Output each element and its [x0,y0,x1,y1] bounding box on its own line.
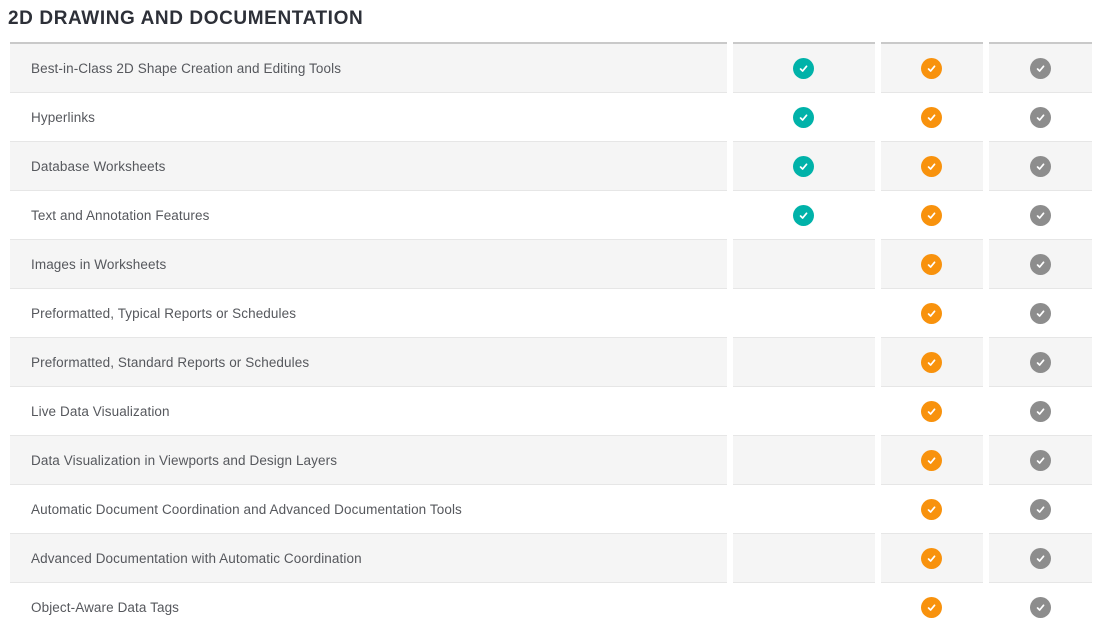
availability-cell [732,289,876,338]
check-icon [921,596,943,618]
table-row: Preformatted, Standard Reports or Schedu… [10,338,1092,387]
table-row: Database Worksheets [10,142,1092,191]
check-icon [921,498,943,520]
check-icon [1029,400,1051,422]
availability-cell [732,42,876,93]
check-icon [1029,155,1051,177]
availability-cell [988,289,1092,338]
check-icon [1029,351,1051,373]
check-icon [921,449,943,471]
check-icon [1029,57,1051,79]
check-icon [921,302,943,324]
check-icon [793,204,815,226]
check-icon [1029,204,1051,226]
feature-name: Preformatted, Standard Reports or Schedu… [10,338,727,387]
feature-name: Live Data Visualization [10,387,727,436]
availability-cell [988,191,1092,240]
check-icon [921,547,943,569]
feature-name: Preformatted, Typical Reports or Schedul… [10,289,727,338]
feature-name: Text and Annotation Features [10,191,727,240]
feature-name: Automatic Document Coordination and Adva… [10,485,727,534]
availability-cell [732,387,876,436]
check-icon [921,57,943,79]
availability-cell [732,338,876,387]
availability-cell [881,42,983,93]
availability-cell [881,191,983,240]
availability-cell [732,93,876,142]
availability-cell [881,338,983,387]
feature-name: Images in Worksheets [10,240,727,289]
check-icon [1029,498,1051,520]
check-icon [1029,302,1051,324]
check-icon [1029,596,1051,618]
table-row: Automatic Document Coordination and Adva… [10,485,1092,534]
availability-cell [988,387,1092,436]
table-row: Data Visualization in Viewports and Desi… [10,436,1092,485]
section-title: 2D DRAWING AND DOCUMENTATION [8,8,364,29]
table-row: Best-in-Class 2D Shape Creation and Edit… [10,42,1092,93]
availability-cell [988,142,1092,191]
availability-cell [988,93,1092,142]
availability-cell [881,583,983,629]
table-row: Live Data Visualization [10,387,1092,436]
table-row: Preformatted, Typical Reports or Schedul… [10,289,1092,338]
availability-cell [732,583,876,629]
check-icon [921,351,943,373]
feature-comparison-table: Best-in-Class 2D Shape Creation and Edit… [4,42,1098,629]
feature-name: Best-in-Class 2D Shape Creation and Edit… [10,42,727,93]
availability-cell [988,534,1092,583]
availability-cell [988,240,1092,289]
feature-name: Advanced Documentation with Automatic Co… [10,534,727,583]
feature-name: Database Worksheets [10,142,727,191]
availability-cell [881,485,983,534]
availability-cell [988,436,1092,485]
availability-cell [988,583,1092,629]
availability-cell [732,142,876,191]
feature-name: Object-Aware Data Tags [10,583,727,629]
check-icon [921,253,943,275]
availability-cell [881,142,983,191]
check-icon [1029,106,1051,128]
availability-cell [988,338,1092,387]
availability-cell [881,387,983,436]
availability-cell [732,191,876,240]
availability-cell [732,436,876,485]
availability-cell [988,42,1092,93]
table-row: Advanced Documentation with Automatic Co… [10,534,1092,583]
availability-cell [881,436,983,485]
availability-cell [881,240,983,289]
table-row: Text and Annotation Features [10,191,1092,240]
check-icon [1029,547,1051,569]
check-icon [793,106,815,128]
availability-cell [732,240,876,289]
availability-cell [881,93,983,142]
check-icon [793,57,815,79]
check-icon [921,204,943,226]
comparison-section: 2D DRAWING AND DOCUMENTATION Best-in-Cla… [0,8,1100,629]
availability-cell [881,534,983,583]
table-row: Hyperlinks [10,93,1092,142]
check-icon [793,155,815,177]
availability-cell [988,485,1092,534]
availability-cell [881,289,983,338]
check-icon [921,155,943,177]
feature-name: Hyperlinks [10,93,727,142]
check-icon [1029,449,1051,471]
check-icon [1029,253,1051,275]
check-icon [921,400,943,422]
table-row: Object-Aware Data Tags [10,583,1092,629]
check-icon [921,106,943,128]
table-row: Images in Worksheets [10,240,1092,289]
availability-cell [732,534,876,583]
feature-name: Data Visualization in Viewports and Desi… [10,436,727,485]
availability-cell [732,485,876,534]
